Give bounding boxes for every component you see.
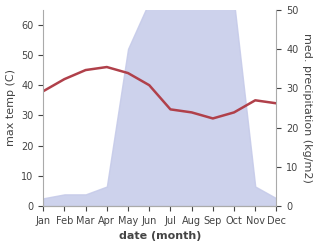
Y-axis label: max temp (C): max temp (C)	[5, 69, 16, 146]
X-axis label: date (month): date (month)	[119, 231, 201, 242]
Y-axis label: med. precipitation (kg/m2): med. precipitation (kg/m2)	[302, 33, 313, 183]
